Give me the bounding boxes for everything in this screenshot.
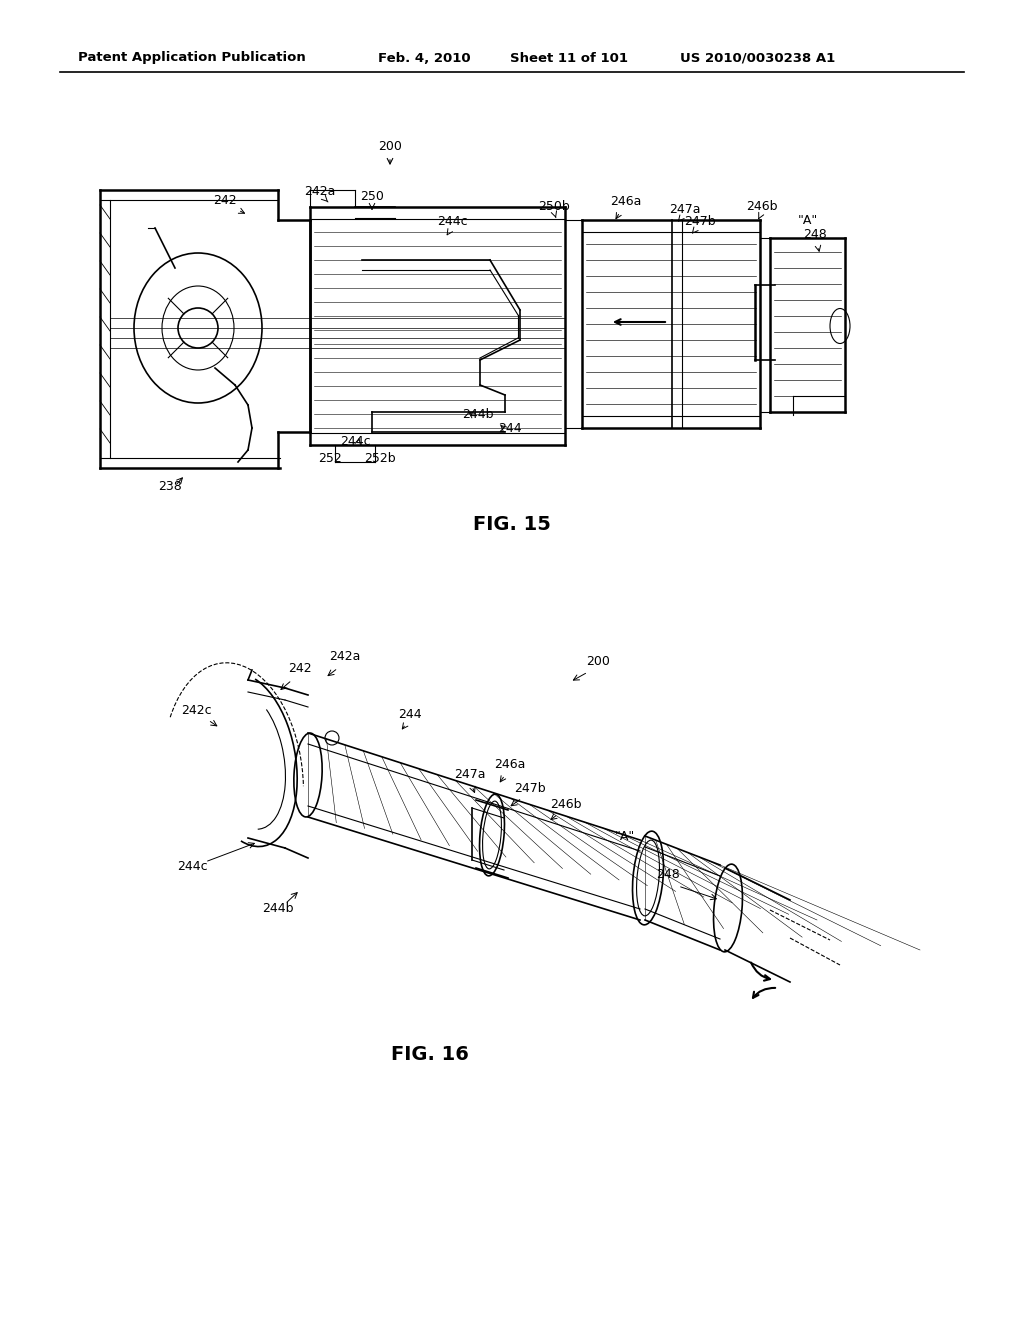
Text: 248: 248 [803, 228, 826, 242]
Text: 252: 252 [318, 451, 342, 465]
Text: 247a: 247a [455, 768, 485, 781]
Text: 246a: 246a [495, 758, 525, 771]
Text: 246a: 246a [610, 195, 642, 209]
Text: "A": "A" [614, 830, 635, 843]
Text: 244c: 244c [177, 861, 207, 873]
Text: 247a: 247a [670, 203, 700, 216]
Text: "A": "A" [798, 214, 818, 227]
Text: 242: 242 [288, 663, 312, 675]
Text: 244: 244 [398, 708, 422, 721]
Text: 252b: 252b [365, 451, 396, 465]
Text: 250: 250 [360, 190, 384, 203]
Text: Sheet 11 of 101: Sheet 11 of 101 [510, 51, 628, 65]
Text: 246b: 246b [746, 201, 778, 213]
Text: 250b: 250b [539, 201, 570, 213]
Text: 200: 200 [378, 140, 402, 153]
Text: 244b: 244b [462, 408, 494, 421]
Text: 238: 238 [158, 480, 182, 492]
Text: 242: 242 [213, 194, 237, 207]
Text: 244: 244 [499, 422, 522, 436]
Text: Patent Application Publication: Patent Application Publication [78, 51, 306, 65]
Text: 244c: 244c [436, 215, 467, 228]
Text: FIG. 15: FIG. 15 [473, 516, 551, 535]
Text: 242a: 242a [304, 185, 336, 198]
Text: 242c: 242c [180, 704, 211, 717]
Text: 248: 248 [656, 869, 680, 880]
Text: Feb. 4, 2010: Feb. 4, 2010 [378, 51, 471, 65]
Text: 247b: 247b [684, 215, 716, 228]
Text: 247b: 247b [514, 781, 546, 795]
Text: US 2010/0030238 A1: US 2010/0030238 A1 [680, 51, 836, 65]
Text: 246b: 246b [550, 799, 582, 810]
Text: 242a: 242a [330, 649, 360, 663]
Text: 244b: 244b [262, 902, 294, 915]
Text: FIG. 16: FIG. 16 [391, 1045, 469, 1064]
Text: 200: 200 [586, 655, 610, 668]
Text: 244c: 244c [340, 436, 371, 447]
